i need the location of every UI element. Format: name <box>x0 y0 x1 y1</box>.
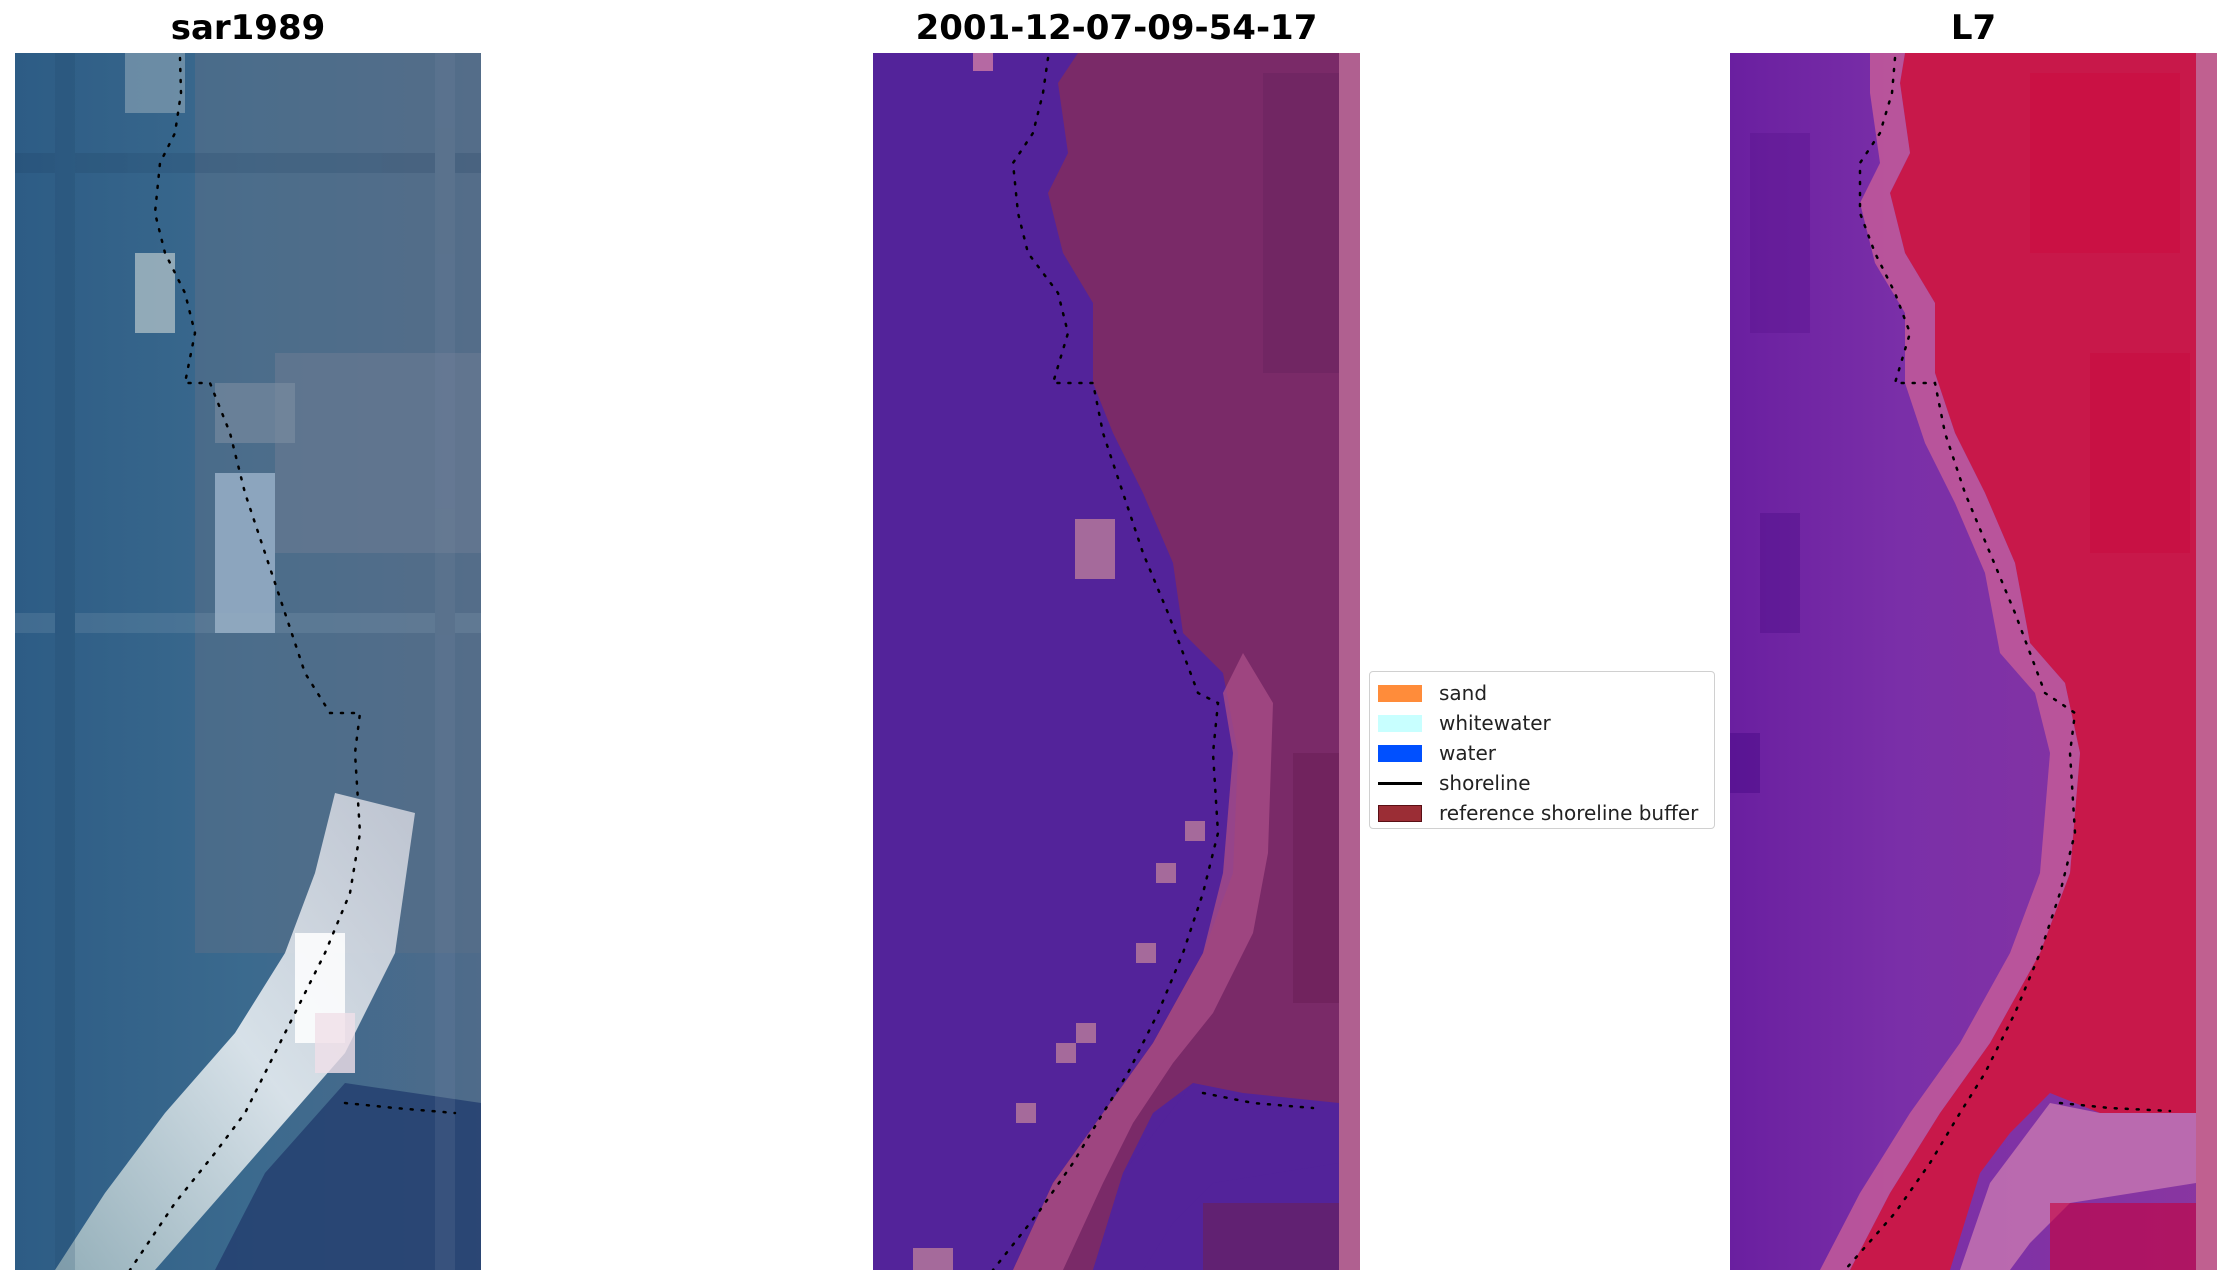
legend-swatch-shoreline <box>1378 781 1422 785</box>
panel-title-classified: 2001-12-07-09-54-17 <box>915 8 1318 48</box>
legend-item-whitewater: whitewater <box>1378 708 1714 738</box>
legend-label-shoreline: shoreline <box>1439 771 1531 795</box>
legend-label-whitewater: whitewater <box>1439 711 1551 735</box>
rgb-image <box>15 53 481 1270</box>
legend-swatch-sand <box>1378 684 1422 702</box>
legend-item-reference-buffer: reference shoreline buffer <box>1378 798 1714 828</box>
panel-title-sensor: L7 <box>1950 8 1997 48</box>
panel-title-rgb: sar1989 <box>170 8 326 48</box>
legend: sand whitewater water shoreline referenc… <box>1369 671 1715 829</box>
sensor-image <box>1730 53 2217 1270</box>
classified-image-panel <box>873 53 1360 1270</box>
legend-swatch-water <box>1378 744 1422 762</box>
rgb-image-panel <box>15 53 481 1270</box>
classified-image <box>873 53 1360 1270</box>
legend-item-sand: sand <box>1378 678 1714 708</box>
legend-item-shoreline: shoreline <box>1378 768 1714 798</box>
legend-swatch-reference-buffer <box>1378 804 1422 822</box>
legend-label-sand: sand <box>1439 681 1488 705</box>
legend-item-water: water <box>1378 738 1714 768</box>
legend-swatch-whitewater <box>1378 714 1422 732</box>
sensor-image-panel <box>1730 53 2217 1270</box>
legend-label-reference-buffer: reference shoreline buffer <box>1439 801 1699 825</box>
legend-label-water: water <box>1439 741 1496 765</box>
